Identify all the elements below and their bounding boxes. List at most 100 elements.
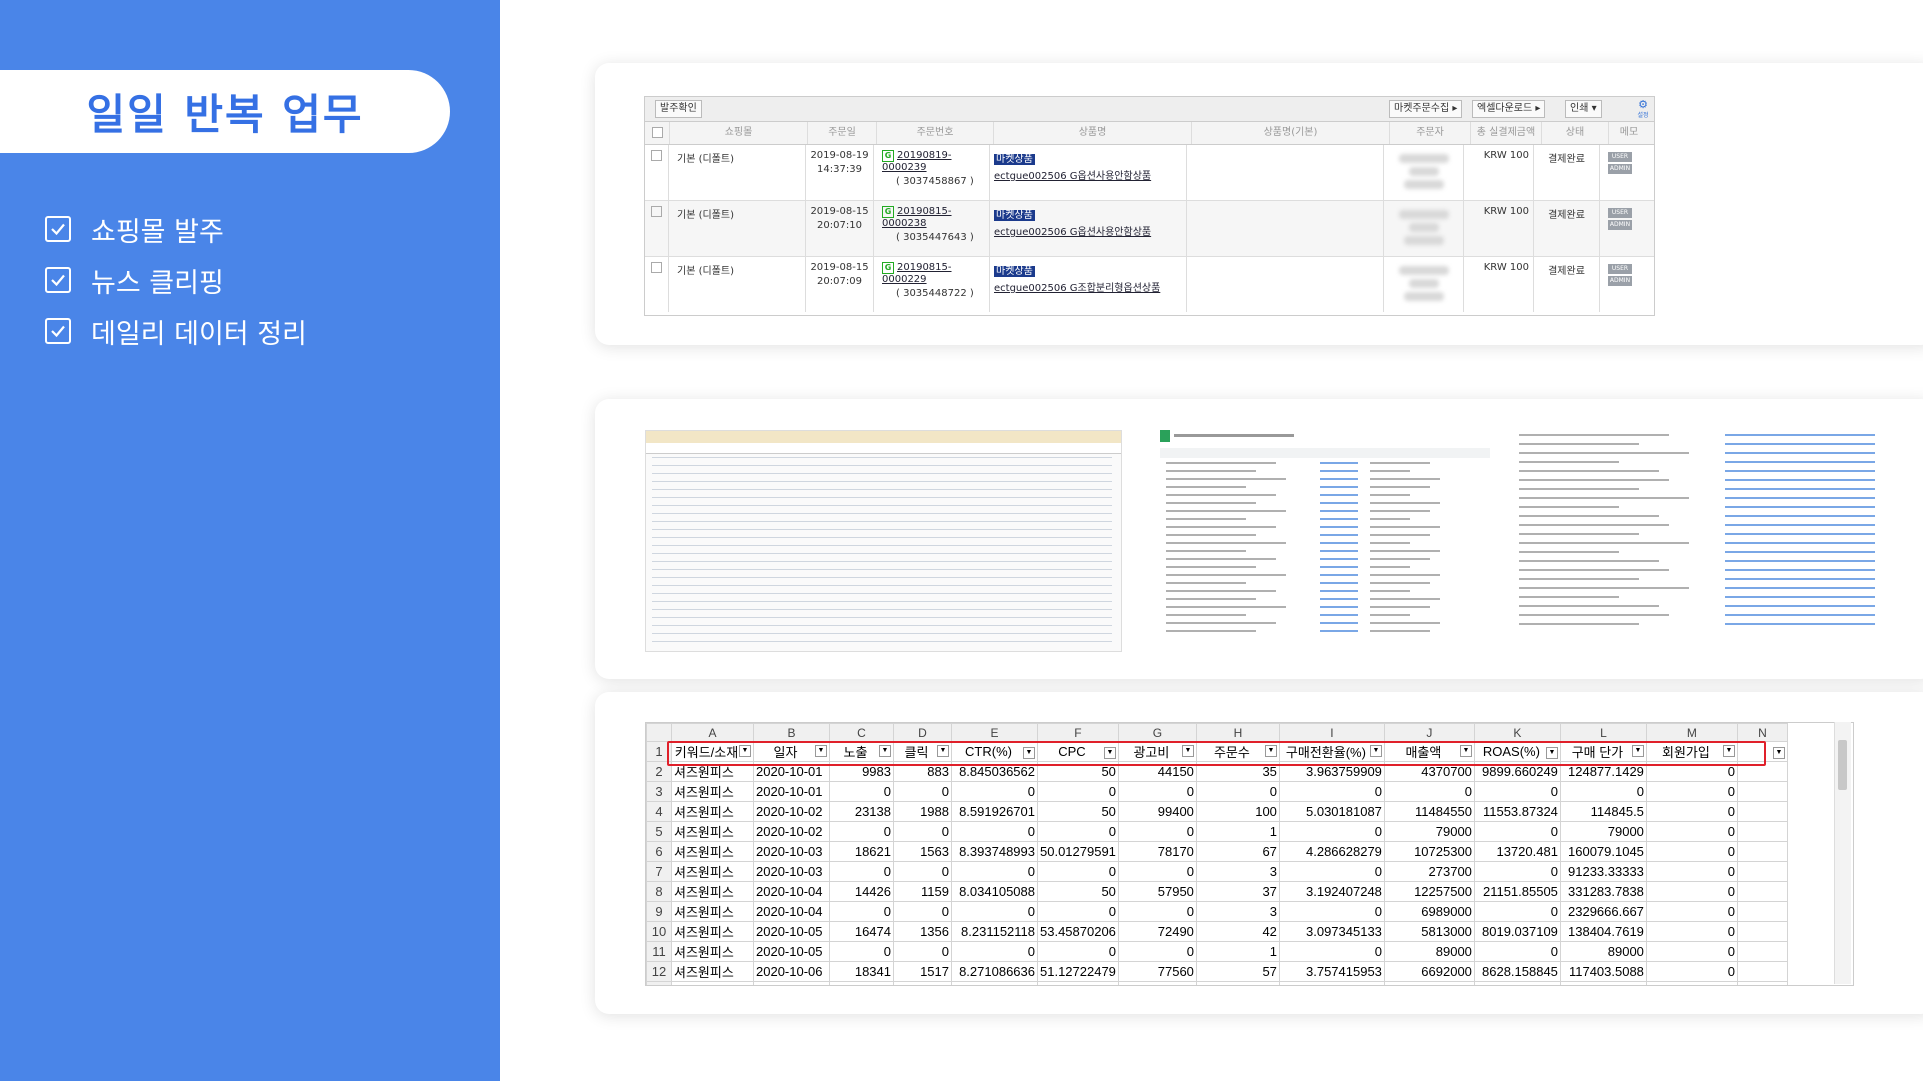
table-cell[interactable]: 9899.660249	[1473, 761, 1561, 782]
table-cell[interactable]: 셔즈원피스	[671, 941, 754, 962]
table-cell[interactable]: 0	[893, 821, 952, 842]
table-cell[interactable]: 셔즈원피스	[671, 981, 754, 985]
header-cell[interactable]: 키워드/소재 ▼	[671, 741, 754, 762]
row-number[interactable]: 6	[646, 841, 672, 862]
table-cell[interactable]: 0	[1559, 781, 1647, 802]
row-number[interactable]: 10	[646, 921, 672, 942]
table-cell[interactable]: 셔즈원피스	[671, 881, 754, 902]
table-cell[interactable]: 13720.481	[1473, 841, 1561, 862]
table-cell[interactable]: 0	[1645, 841, 1738, 862]
table-cell[interactable]: 18621	[829, 841, 894, 862]
table-cell[interactable]: 8019.037109	[1473, 921, 1561, 942]
row-number[interactable]: 2	[646, 761, 672, 782]
table-cell[interactable]: 91233.33333	[1559, 861, 1647, 882]
row-checkbox[interactable]	[645, 145, 669, 200]
table-cell[interactable]: 4.286628279	[1278, 841, 1385, 862]
table-cell[interactable]: 331283.7838	[1559, 881, 1647, 902]
table-cell[interactable]: 셔즈원피스	[671, 841, 754, 862]
table-cell[interactable]: 57950	[1117, 881, 1197, 902]
header-cell[interactable]: CPC ▼	[1037, 741, 1119, 762]
table-cell[interactable]: 23138	[829, 801, 894, 822]
table-cell[interactable]: 0	[893, 941, 952, 962]
table-cell[interactable]: 셔즈원피스	[671, 761, 754, 782]
table-cell[interactable]: 1988	[893, 801, 952, 822]
col-letter[interactable]: A	[671, 723, 754, 742]
table-cell[interactable]: 0	[1117, 861, 1197, 882]
filter-dropdown-icon[interactable]: ▼	[1264, 745, 1277, 757]
table-cell[interactable]: 0	[1645, 961, 1738, 982]
row-number[interactable]: 12	[646, 961, 672, 982]
header-cell[interactable]: 회원가입 ▼	[1645, 741, 1738, 762]
table-cell[interactable]: 50	[1037, 881, 1119, 902]
header-cell[interactable]: 노출 ▼	[829, 741, 894, 762]
table-cell[interactable]: 1	[1195, 941, 1280, 962]
table-cell[interactable]: 0	[1473, 781, 1561, 802]
table-cell[interactable]: 2020-10-05	[753, 941, 830, 962]
table-cell[interactable]: 5813000	[1383, 921, 1475, 942]
admin-memo-button[interactable]: ADMIN	[1608, 220, 1632, 230]
table-cell[interactable]: 1356	[893, 921, 952, 942]
table-cell[interactable]: 셔즈원피스	[671, 821, 754, 842]
table-cell[interactable]: 57	[1195, 961, 1280, 982]
product-link[interactable]: ectgue002506 G옵션사용안함상품	[994, 227, 1152, 238]
table-cell[interactable]: 8.034105088	[951, 881, 1038, 902]
empty-cell[interactable]	[1736, 901, 1788, 922]
select-all-checkbox[interactable]	[645, 122, 670, 144]
table-cell[interactable]: 0	[1383, 781, 1475, 802]
market-order-collect-button[interactable]: 마켓주문수집 ▸	[1389, 100, 1463, 118]
table-cell[interactable]: 0	[1037, 901, 1119, 922]
table-cell[interactable]: 138404.7619	[1559, 921, 1647, 942]
table-cell[interactable]: 0	[951, 941, 1038, 962]
table-cell[interactable]: 0	[1117, 781, 1197, 802]
col-letter[interactable]: H	[1195, 723, 1280, 742]
table-cell[interactable]: 117403.5088	[1559, 961, 1647, 982]
table-cell[interactable]: 2020-10-02	[753, 801, 830, 822]
table-cell[interactable]: 6989000	[1383, 901, 1475, 922]
table-cell[interactable]: 3.757415953	[1278, 961, 1385, 982]
empty-cell[interactable]	[1736, 941, 1788, 962]
vertical-scrollbar[interactable]	[1834, 722, 1851, 984]
table-cell[interactable]: 8.231152118	[951, 921, 1038, 942]
table-cell[interactable]: 0	[1645, 781, 1738, 802]
tab-order-confirm[interactable]: 발주확인	[655, 100, 702, 118]
table-cell[interactable]: 0	[951, 821, 1038, 842]
table-cell[interactable]: 100	[1195, 801, 1280, 822]
filter-dropdown-icon[interactable]: ▼	[815, 745, 827, 757]
scrollbar-thumb[interactable]	[1838, 740, 1847, 790]
table-cell[interactable]: 37	[1195, 881, 1280, 902]
filter-dropdown-icon[interactable]: ▼	[1181, 745, 1194, 757]
table-cell[interactable]: 79000	[1383, 821, 1475, 842]
table-cell[interactable]: 0	[1473, 941, 1561, 962]
user-memo-button[interactable]: USER	[1608, 264, 1632, 274]
table-cell[interactable]: 2020-10-06	[753, 981, 830, 985]
row-number[interactable]: 1	[646, 741, 672, 762]
table-cell[interactable]: 6692000	[1383, 961, 1475, 982]
filter-dropdown-icon[interactable]: ▼	[937, 745, 949, 757]
table-cell[interactable]: 0	[1473, 861, 1561, 882]
table-cell[interactable]: 4370700	[1383, 761, 1475, 782]
table-cell[interactable]: 50.01279591	[1037, 841, 1119, 862]
table-cell[interactable]: 1563	[893, 841, 952, 862]
table-cell[interactable]: 1159	[893, 881, 952, 902]
table-cell[interactable]: 0	[829, 821, 894, 842]
col-letter[interactable]: D	[893, 723, 952, 742]
empty-cell[interactable]	[1736, 881, 1788, 902]
table-cell[interactable]: 2020-10-06	[753, 961, 830, 982]
table-cell[interactable]: 0	[1278, 981, 1385, 985]
table-cell[interactable]: 0	[1037, 821, 1119, 842]
table-cell[interactable]: 0	[1278, 821, 1385, 842]
order-number-link[interactable]: 20190815-0000229	[882, 262, 952, 285]
table-cell[interactable]: 0	[951, 981, 1038, 985]
table-cell[interactable]: 0	[1473, 901, 1561, 922]
user-memo-button[interactable]: USER	[1608, 208, 1632, 218]
table-cell[interactable]: 0	[893, 781, 952, 802]
row-number[interactable]: 7	[646, 861, 672, 882]
product-link[interactable]: ectgue002506 G조합분리형옵션상품	[994, 283, 1161, 294]
empty-cell[interactable]	[1736, 921, 1788, 942]
empty-cell[interactable]	[1736, 841, 1788, 862]
table-cell[interactable]: 79000	[1559, 821, 1647, 842]
table-cell[interactable]: 3	[1195, 901, 1280, 922]
table-cell[interactable]: 8.591926701	[951, 801, 1038, 822]
table-cell[interactable]: 10725300	[1383, 841, 1475, 862]
table-cell[interactable]: 2020-10-02	[753, 821, 830, 842]
